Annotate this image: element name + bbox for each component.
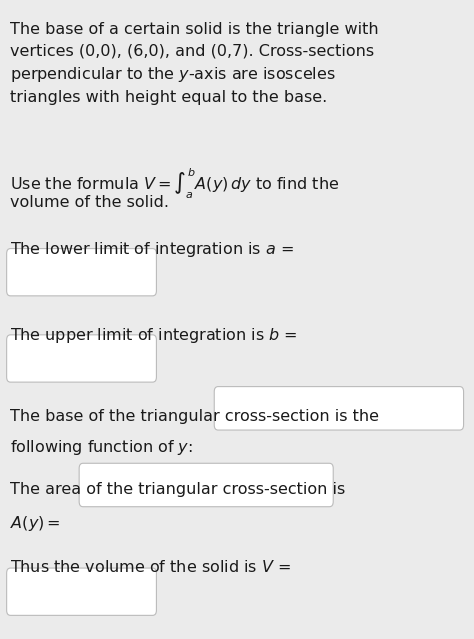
Text: volume of the solid.: volume of the solid. — [10, 195, 169, 210]
Text: following function of $y$:: following function of $y$: — [10, 438, 193, 457]
Text: The base of a certain solid is the triangle with
vertices (0,0), (6,0), and (0,7: The base of a certain solid is the trian… — [10, 22, 379, 105]
Text: The lower limit of integration is $a$ =: The lower limit of integration is $a$ = — [10, 240, 294, 259]
Text: Thus the volume of the solid is $V$ =: Thus the volume of the solid is $V$ = — [10, 559, 292, 575]
FancyBboxPatch shape — [79, 463, 333, 507]
Text: $A(y)=$: $A(y)=$ — [10, 514, 61, 534]
Text: The area of the triangular cross-section is: The area of the triangular cross-section… — [10, 482, 346, 497]
FancyBboxPatch shape — [214, 387, 464, 430]
FancyBboxPatch shape — [7, 335, 156, 382]
Text: Use the formula $V = \int_a^b A(y)\,dy$ to find the: Use the formula $V = \int_a^b A(y)\,dy$ … — [10, 166, 339, 201]
Text: The base of the triangular cross-section is the: The base of the triangular cross-section… — [10, 409, 379, 424]
FancyBboxPatch shape — [7, 568, 156, 615]
FancyBboxPatch shape — [7, 249, 156, 296]
Text: The upper limit of integration is $b$ =: The upper limit of integration is $b$ = — [10, 326, 298, 345]
